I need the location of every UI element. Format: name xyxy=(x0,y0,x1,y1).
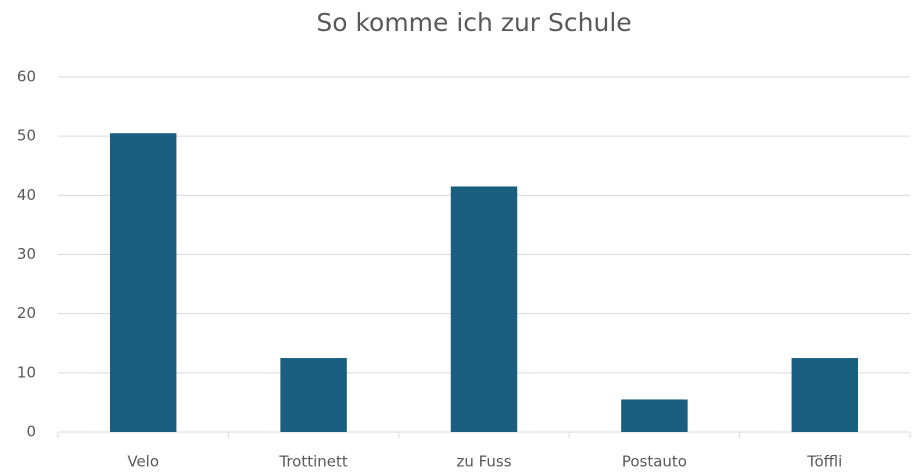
bar xyxy=(450,186,518,432)
y-tick-label: 10 xyxy=(17,363,36,381)
bar xyxy=(280,358,347,432)
y-tick-label: 60 xyxy=(17,68,36,86)
x-tick-label: Velo xyxy=(127,453,159,471)
y-tick-label: 30 xyxy=(17,245,36,263)
bar xyxy=(109,133,177,433)
y-tick-label: 40 xyxy=(17,186,36,204)
bar xyxy=(621,399,688,432)
y-tick-label: 20 xyxy=(17,304,36,322)
y-tick-label: 50 xyxy=(17,127,36,145)
chart-title: So komme ich zur Schule xyxy=(316,8,631,37)
x-tick-label: Trottinett xyxy=(278,453,348,471)
x-tick-label: zu Fuss xyxy=(456,453,511,471)
x-tick-label: Töffli xyxy=(806,453,842,471)
bar xyxy=(791,358,859,432)
x-tick-label: Postauto xyxy=(622,453,687,471)
y-tick-label: 0 xyxy=(26,423,36,441)
